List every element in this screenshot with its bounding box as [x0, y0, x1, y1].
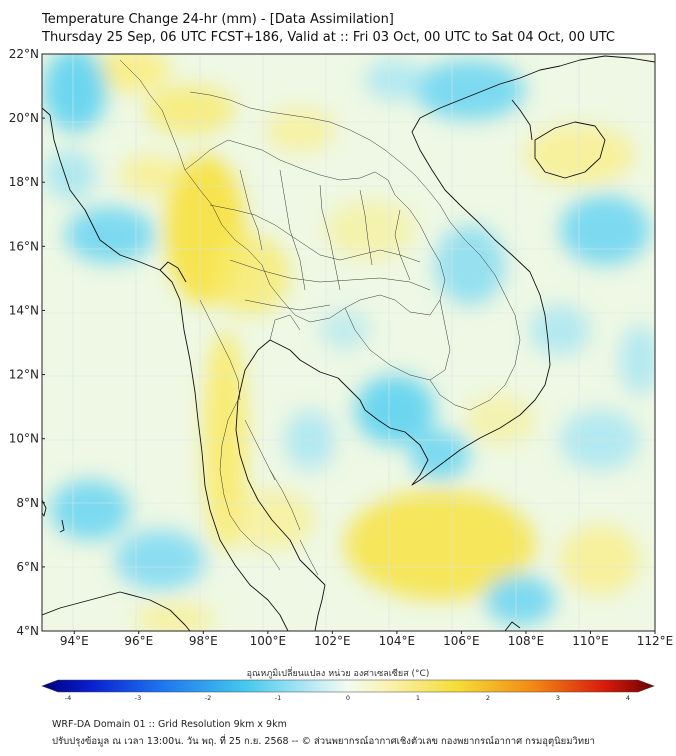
lon-axis: 94°E 96°E 98°E 100°E 102°E 104°E 106°E 108°E 110…: [60, 631, 673, 648]
lat-tick-label: 6°N: [16, 560, 39, 574]
lat-tick-label: 16°N: [9, 239, 39, 253]
colorbar-tick-label: -2: [205, 694, 211, 702]
colorbar-tick-label: 2: [486, 694, 490, 702]
lat-tick-label: 8°N: [16, 496, 39, 510]
colorbar-tick-label: 4: [626, 694, 630, 702]
footer-domain-info: WRF-DA Domain 01 :: Grid Resolution 9km …: [52, 719, 287, 730]
lon-tick-label: 106°E: [443, 634, 480, 648]
lon-tick-label: 112°E: [637, 634, 674, 648]
lon-tick-label: 110°E: [572, 634, 609, 648]
temperature-field: [42, 54, 655, 631]
lat-tick-label: 14°N: [9, 303, 39, 317]
borders: [119, 59, 521, 576]
footer-credit: ปรับปรุงข้อมูล ณ เวลา 13:00น. วัน พฤ. ที…: [52, 736, 595, 747]
lat-tick-label: 10°N: [9, 432, 39, 446]
lon-tick-label: 100°E: [250, 634, 287, 648]
lat-tick-label: 12°N: [9, 368, 39, 382]
colorbar-tick-label: -4: [65, 694, 71, 702]
chart-subtitle: Thursday 25 Sep, 06 UTC FCST+186, Valid …: [42, 30, 615, 45]
colorbar-tick-label: 1: [416, 694, 420, 702]
lat-tick-label: 20°N: [9, 111, 39, 125]
lon-tick-label: 102°E: [314, 634, 351, 648]
colorbar: [41, 679, 655, 693]
lon-tick-label: 104°E: [379, 634, 416, 648]
colorbar-tick-label: -1: [275, 694, 281, 702]
lat-tick-label: 18°N: [9, 175, 39, 189]
colorbar-tick-label: 3: [556, 694, 560, 702]
lat-tick-label: 4°N: [16, 624, 39, 638]
chart-title: Temperature Change 24-hr (mm) - [Data As…: [42, 12, 394, 27]
lat-tick-label: 22°N: [9, 47, 39, 61]
lon-tick-label: 108°E: [508, 634, 545, 648]
colorbar-tick-label: -3: [135, 694, 141, 702]
colorbar-ticks: -4 -3 -2 -1 0 1 2 3 4: [65, 694, 630, 702]
lon-tick-label: 96°E: [124, 634, 153, 648]
coastline: [42, 55, 655, 631]
colorbar-tick-label: 0: [346, 694, 350, 702]
lon-tick-label: 98°E: [189, 634, 218, 648]
graticule: [42, 54, 655, 631]
colorbar-label: อุณหภูมิเปลี่ยนแปลง หน่วย องศาเซลเซียส (…: [246, 669, 430, 679]
lon-tick-label: 94°E: [60, 634, 89, 648]
lat-axis: 22°N 20°N 18°N 16°N 14°N 12°N 10°N 8°N 6°N 4°N: [9, 47, 45, 638]
